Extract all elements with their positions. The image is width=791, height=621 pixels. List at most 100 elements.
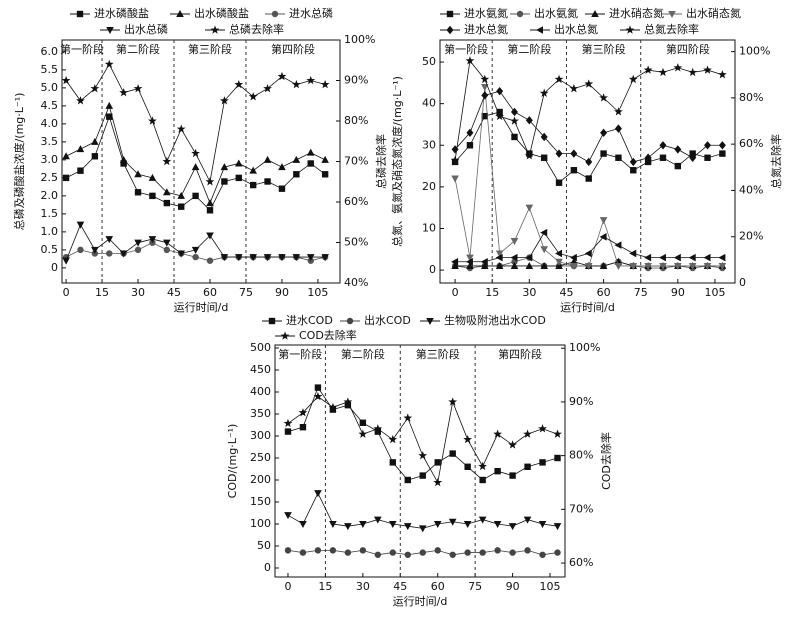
marker — [374, 516, 382, 524]
marker — [134, 189, 142, 196]
marker — [509, 472, 516, 479]
phase-label: 第四阶段 — [498, 347, 542, 361]
marker — [466, 128, 474, 137]
marker — [658, 253, 666, 262]
marker — [570, 149, 578, 158]
marker — [510, 253, 518, 262]
marker — [630, 167, 637, 174]
marker — [388, 520, 397, 528]
marker — [673, 63, 683, 72]
y-tick-label: 3.5 — [41, 135, 59, 148]
series-line — [455, 231, 723, 263]
marker — [674, 145, 682, 154]
phase-label: 第三阶段 — [582, 42, 626, 56]
x-tick-label: 105 — [307, 286, 328, 299]
series-line — [287, 492, 558, 529]
marker — [688, 253, 696, 262]
phase-label: 第四阶段 — [271, 42, 315, 56]
marker — [525, 116, 533, 125]
marker — [629, 262, 638, 270]
legend-marker — [426, 318, 434, 325]
x-axis-label: 运行时间/d — [174, 301, 229, 314]
marker — [449, 450, 456, 457]
x-tick-label: 15 — [95, 286, 109, 299]
y2-tick-label: 100% — [739, 45, 770, 58]
marker — [234, 159, 243, 167]
y-tick-label: 40 — [422, 97, 436, 110]
marker — [508, 440, 517, 449]
marker — [480, 257, 488, 266]
x-tick-label: 30 — [131, 286, 145, 299]
marker — [163, 199, 171, 207]
phase-label: 第三阶段 — [188, 42, 232, 56]
marker — [105, 101, 114, 109]
marker — [718, 141, 726, 150]
marker — [704, 154, 711, 161]
marker — [463, 520, 472, 528]
marker — [119, 88, 129, 97]
x-tick-label: 75 — [468, 580, 482, 593]
marker — [674, 262, 682, 270]
legend-label: 总磷去除率 — [229, 22, 284, 36]
x-tick-label: 105 — [540, 580, 561, 593]
marker — [600, 128, 608, 137]
marker — [192, 192, 199, 200]
legend-label: 进水总氮 — [464, 22, 508, 36]
x-tick-label: 60 — [597, 286, 611, 299]
legend-label: 进水总磷 — [289, 6, 333, 20]
marker — [480, 261, 489, 269]
marker — [509, 549, 516, 556]
marker — [600, 150, 607, 157]
y-tick-label: 50 — [257, 539, 271, 552]
marker — [584, 249, 592, 258]
legend-label: 出水磷酸盐 — [194, 6, 249, 20]
marker — [510, 261, 519, 269]
marker — [191, 163, 200, 171]
x-tick-label: 60 — [431, 580, 445, 593]
marker — [644, 153, 652, 162]
marker — [463, 434, 473, 444]
marker — [249, 181, 257, 189]
y-tick-label: 1.5 — [41, 207, 59, 220]
y2-tick-label: 70% — [569, 502, 593, 515]
marker — [718, 262, 727, 270]
marker — [403, 523, 412, 531]
marker — [263, 155, 272, 163]
y-tick-label: 0.5 — [41, 243, 59, 256]
marker — [553, 523, 562, 531]
marker — [466, 261, 474, 269]
marker — [570, 262, 578, 270]
marker — [374, 551, 382, 558]
marker — [329, 520, 337, 528]
marker — [480, 84, 489, 92]
marker — [719, 150, 726, 157]
marker — [163, 239, 171, 247]
marker — [629, 157, 637, 167]
y-tick-label: 2.0 — [41, 189, 59, 202]
marker — [314, 490, 322, 498]
x-tick-label: 0 — [63, 286, 70, 299]
marker — [644, 253, 652, 262]
y2-tick-label: 70% — [344, 155, 368, 168]
marker — [76, 145, 85, 153]
marker — [674, 162, 682, 170]
phase-label: 第二阶段 — [341, 347, 385, 361]
marker — [191, 246, 200, 254]
marker — [220, 163, 229, 171]
marker — [62, 152, 70, 160]
marker — [478, 516, 487, 524]
marker — [451, 175, 459, 183]
marker — [343, 397, 353, 406]
marker — [106, 113, 113, 120]
marker — [464, 463, 471, 470]
marker — [495, 261, 504, 269]
y-tick-label: 0 — [429, 263, 436, 276]
marker — [493, 429, 502, 438]
marker — [177, 250, 186, 258]
marker — [466, 142, 474, 149]
marker — [615, 154, 622, 161]
marker — [628, 74, 638, 84]
marker — [91, 137, 99, 145]
marker — [478, 461, 488, 471]
y2-tick-label: 40% — [344, 276, 368, 289]
